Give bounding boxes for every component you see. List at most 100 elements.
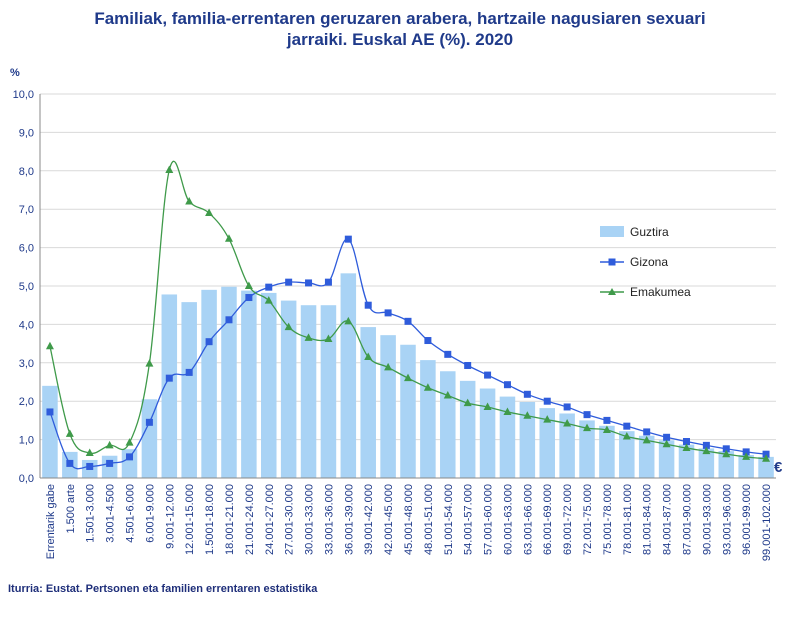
bar-guztira [440, 371, 456, 478]
point-emakumea [622, 432, 631, 440]
x-tick-label: 9.001-12.000 [164, 484, 176, 549]
x-tick-label: 1.5001-18.000 [204, 484, 216, 555]
bar-guztira [519, 401, 536, 478]
point-emakumea [185, 197, 194, 205]
bar-guztira [698, 448, 715, 478]
line-emakumea [49, 160, 767, 460]
y-tick-label: 6,0 [19, 243, 34, 255]
point-emakumea [722, 449, 731, 458]
y-tick-label: 0,0 [19, 473, 34, 485]
point-gizona [603, 416, 611, 424]
point-emakumea [284, 322, 293, 331]
x-tick-label: 6.001-9.000 [144, 484, 156, 543]
point-emakumea [304, 333, 313, 341]
bar-guztira [718, 451, 735, 478]
point-emakumea [503, 407, 512, 415]
bar-guztira [320, 305, 337, 478]
bar-guztira [479, 388, 496, 478]
point-emakumea [463, 398, 472, 407]
legend-marker-emakumea [608, 288, 616, 295]
x-tick-label: 93.001-96.000 [721, 484, 733, 555]
x-tick-label: 42.001-45.000 [383, 484, 395, 555]
bar-guztira [201, 289, 217, 478]
point-gizona [682, 438, 690, 446]
y-tick-label: 3,0 [19, 358, 34, 370]
x-tick-label: 69.001-72.000 [562, 484, 574, 555]
x-tick-label: 78.001-81.000 [622, 484, 634, 555]
bar-guztira [260, 292, 277, 478]
legend-label-emakumea: Emakumea [630, 285, 691, 299]
x-tick-label: Errentarik gabe [45, 484, 57, 559]
point-emakumea [583, 423, 592, 432]
legend-label-gizona: Gizona [630, 255, 668, 269]
point-emakumea [682, 443, 691, 452]
x-tick-label: 63.001-66.000 [522, 484, 534, 555]
point-emakumea [105, 440, 114, 449]
point-gizona [145, 418, 153, 426]
point-gizona [523, 390, 531, 398]
source-note: Iturria: Eustat. Pertsonen eta familien … [8, 583, 318, 595]
bar-guztira [539, 408, 556, 478]
x-tick-label: 51.001-54.000 [443, 484, 455, 555]
bar-guztira [599, 425, 615, 478]
x-tick-label: 99.001-102.000 [761, 484, 773, 561]
bar-guztira [459, 380, 476, 478]
x-tick-label: 36.001-39.000 [343, 484, 355, 555]
x-tick-label: 21.001-24.000 [244, 484, 256, 555]
x-tick-label: 57.001-60.000 [483, 484, 495, 555]
x-tick-label: 18.001-21.000 [224, 484, 236, 555]
point-emakumea [205, 208, 214, 217]
bar-guztira [638, 435, 655, 478]
point-emakumea [523, 411, 532, 419]
point-emakumea [423, 383, 432, 391]
point-emakumea [662, 439, 671, 448]
point-gizona [503, 381, 511, 389]
point-gizona [324, 278, 332, 286]
bar-guztira [579, 420, 595, 478]
point-emakumea [344, 316, 353, 325]
bar-guztira [181, 302, 197, 478]
legend-swatch-guztira [600, 226, 624, 237]
bar-guztira [619, 431, 635, 478]
point-gizona [285, 278, 293, 286]
x-tick-label: 84.001-87.000 [662, 484, 674, 555]
x-tick-label: 48.001-51.000 [423, 484, 435, 555]
point-gizona [344, 235, 352, 243]
point-emakumea [244, 281, 253, 289]
bar-guztira [400, 344, 416, 478]
point-gizona [225, 316, 233, 324]
point-emakumea [602, 425, 611, 433]
point-gizona [464, 361, 472, 369]
point-gizona [305, 279, 313, 287]
point-gizona [643, 428, 651, 436]
bar-guztira [559, 413, 575, 478]
point-gizona [663, 433, 671, 441]
point-emakumea [224, 234, 233, 242]
bar-guztira [420, 360, 436, 478]
y-tick-label: 5,0 [19, 281, 34, 293]
x-tick-label: 4.501-6.000 [125, 484, 137, 543]
bar-guztira [42, 385, 58, 478]
bar-guztira [658, 440, 675, 478]
x-tick-label: 72.001-75.000 [582, 484, 594, 555]
bar-guztira [499, 396, 516, 478]
legend-label-guztira: Guztira [630, 225, 669, 239]
x-tick-label: 87.001-90.000 [681, 484, 693, 555]
bar-guztira [678, 444, 695, 478]
point-emakumea [443, 390, 452, 399]
point-gizona [185, 368, 193, 376]
point-emakumea [762, 454, 771, 462]
x-ticks: Errentarik gabe 1.500 arte 1.501-3.000 3.00… [45, 484, 773, 561]
point-gizona [66, 459, 74, 467]
bar-guztira [241, 290, 257, 478]
y-tick-label: 8,0 [19, 166, 34, 178]
bar-guztira [121, 449, 138, 478]
point-emakumea [165, 165, 174, 174]
axes: % € [10, 67, 783, 479]
y-tick-label: 9,0 [19, 127, 34, 139]
point-emakumea [264, 296, 273, 304]
x-tick-label: 81.001-84.000 [642, 484, 654, 555]
point-emakumea [364, 352, 373, 361]
bar-guztira [280, 300, 297, 478]
